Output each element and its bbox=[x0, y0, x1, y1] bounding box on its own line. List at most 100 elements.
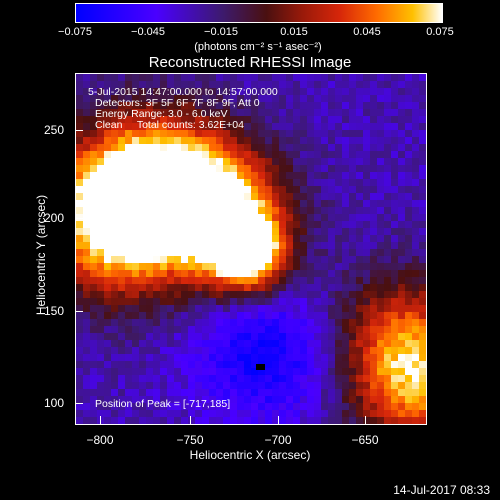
heatmap-cell bbox=[412, 361, 420, 369]
heatmap-cell bbox=[251, 74, 259, 82]
heatmap-cell bbox=[181, 312, 189, 320]
heatmap-cell bbox=[244, 403, 252, 411]
heatmap-cell bbox=[160, 284, 168, 292]
heatmap-cell bbox=[216, 109, 224, 117]
heatmap-cell bbox=[195, 326, 203, 334]
heatmap-cell bbox=[307, 361, 315, 369]
heatmap-cell bbox=[384, 291, 392, 299]
heatmap-cell bbox=[265, 144, 273, 152]
heatmap-cell bbox=[188, 410, 196, 418]
heatmap-cell bbox=[391, 277, 399, 285]
heatmap-cell bbox=[377, 256, 385, 264]
heatmap-cell bbox=[153, 221, 161, 229]
heatmap-cell bbox=[300, 214, 308, 222]
heatmap-cell bbox=[146, 375, 154, 383]
heatmap-cell bbox=[279, 81, 287, 89]
heatmap-cell bbox=[356, 347, 364, 355]
heatmap-cell bbox=[230, 382, 238, 390]
heatmap-cell bbox=[132, 361, 140, 369]
heatmap-cell bbox=[356, 340, 364, 348]
heatmap-cell bbox=[314, 242, 322, 250]
heatmap-cell bbox=[125, 221, 133, 229]
heatmap-cell bbox=[370, 298, 378, 306]
heatmap-cell bbox=[391, 305, 399, 313]
heatmap-cell bbox=[244, 361, 252, 369]
heatmap-cell bbox=[216, 144, 224, 152]
heatmap-cell bbox=[328, 102, 336, 110]
heatmap-cell bbox=[370, 326, 378, 334]
heatmap-cell bbox=[342, 186, 350, 194]
heatmap-cell bbox=[384, 319, 392, 327]
heatmap-cell bbox=[132, 109, 140, 117]
heatmap-cell bbox=[139, 95, 147, 103]
heatmap-cell bbox=[293, 263, 301, 271]
heatmap-cell bbox=[195, 382, 203, 390]
heatmap-cell bbox=[125, 291, 133, 299]
heatmap-cell bbox=[76, 116, 84, 124]
heatmap-cell bbox=[111, 242, 119, 250]
heatmap-cell bbox=[258, 270, 266, 278]
heatmap-cell bbox=[272, 186, 280, 194]
heatmap-cell bbox=[265, 200, 273, 208]
heatmap-cell bbox=[293, 354, 301, 362]
heatmap-cell bbox=[377, 361, 385, 369]
heatmap-cell bbox=[272, 284, 280, 292]
heatmap-cell bbox=[195, 165, 203, 173]
heatmap-cell bbox=[419, 193, 426, 201]
heatmap-cell bbox=[111, 354, 119, 362]
heatmap-cell bbox=[265, 291, 273, 299]
heatmap-cell bbox=[104, 88, 112, 96]
heatmap-cell bbox=[286, 116, 294, 124]
heatmap-cell bbox=[412, 277, 420, 285]
heatmap-cell bbox=[209, 221, 217, 229]
heatmap-cell bbox=[314, 326, 322, 334]
heatmap-cell bbox=[230, 312, 238, 320]
heatmap-cell bbox=[202, 410, 210, 418]
heatmap-cell bbox=[412, 172, 420, 180]
heatmap-cell bbox=[356, 207, 364, 215]
heatmap-cell bbox=[356, 382, 364, 390]
heatmap-cell bbox=[104, 165, 112, 173]
heatmap-cell bbox=[230, 193, 238, 201]
heatmap-cell bbox=[132, 144, 140, 152]
heatmap-cell bbox=[286, 326, 294, 334]
heatmap-cell bbox=[377, 158, 385, 166]
heatmap-cell bbox=[265, 305, 273, 313]
heatmap-cell bbox=[307, 249, 315, 257]
heatmap-cell bbox=[342, 263, 350, 271]
heatmap-cell bbox=[76, 151, 84, 159]
heatmap-cell bbox=[83, 403, 91, 411]
heatmap-cell bbox=[76, 144, 84, 152]
heatmap-cell bbox=[258, 312, 266, 320]
heatmap-cell bbox=[314, 319, 322, 327]
heatmap-cell bbox=[412, 326, 420, 334]
plot-title: Reconstructed RHESSI Image bbox=[148, 54, 352, 71]
heatmap-cell bbox=[76, 221, 84, 229]
heatmap-cell bbox=[230, 277, 238, 285]
heatmap-cell bbox=[223, 186, 231, 194]
heatmap-cell bbox=[251, 88, 259, 96]
heatmap-cell bbox=[363, 242, 371, 250]
heatmap-cell bbox=[342, 410, 350, 418]
heatmap-cell bbox=[342, 214, 350, 222]
heatmap-cell bbox=[258, 249, 266, 257]
heatmap-cell bbox=[286, 74, 294, 82]
heatmap-cell bbox=[356, 102, 364, 110]
heatmap-cell bbox=[181, 270, 189, 278]
heatmap-cell bbox=[251, 347, 259, 355]
heatmap-cell bbox=[265, 214, 273, 222]
image-plot[interactable]: 5-Jul-2015 14:47:00.000 to 14:57:00.000 … bbox=[75, 73, 427, 425]
heatmap-cell bbox=[349, 179, 357, 187]
heatmap-cell bbox=[314, 151, 322, 159]
heatmap-cell bbox=[209, 249, 217, 257]
heatmap-cell bbox=[314, 102, 322, 110]
heatmap-cell bbox=[216, 116, 224, 124]
heatmap-cell bbox=[349, 263, 357, 271]
heatmap-cell bbox=[356, 319, 364, 327]
heatmap-cell bbox=[272, 151, 280, 159]
heatmap-cell bbox=[335, 333, 343, 341]
heatmap-cell bbox=[286, 403, 294, 411]
heatmap-cell bbox=[230, 354, 238, 362]
heatmap-cell bbox=[300, 74, 308, 82]
heatmap-cell bbox=[314, 340, 322, 348]
